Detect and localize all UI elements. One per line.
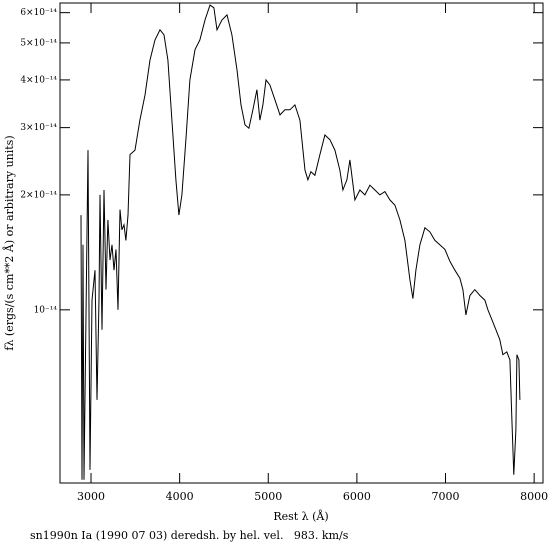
x-tick-label: 3000 (77, 490, 105, 503)
y-tick-label: 4×10⁻¹⁴ (20, 75, 57, 85)
x-tick-label: 6000 (343, 490, 371, 503)
y-axis-label: fλ (ergs/(s cm**2 Å) or arbitrary units) (2, 135, 16, 350)
plot-frame (59, 2, 544, 484)
x-tick-label: 5000 (254, 490, 282, 503)
x-tick-label: 4000 (166, 490, 194, 503)
y-tick-label: 10⁻¹⁴ (34, 305, 58, 315)
spectrum-line (80, 4, 521, 480)
x-axis-label: Rest λ (Å) (273, 509, 328, 523)
y-tick-label: 5×10⁻¹⁴ (20, 38, 57, 48)
caption: sn1990n Ia (1990 07 03) deredsh. by hel.… (30, 529, 349, 542)
y-tick-label: 6×10⁻¹⁴ (20, 8, 57, 18)
x-tick-label: 7000 (432, 490, 460, 503)
y-tick-label: 3×10⁻¹⁴ (20, 123, 57, 133)
y-tick-label: 2×10⁻¹⁴ (20, 190, 57, 200)
x-tick-label: 8000 (520, 490, 548, 503)
